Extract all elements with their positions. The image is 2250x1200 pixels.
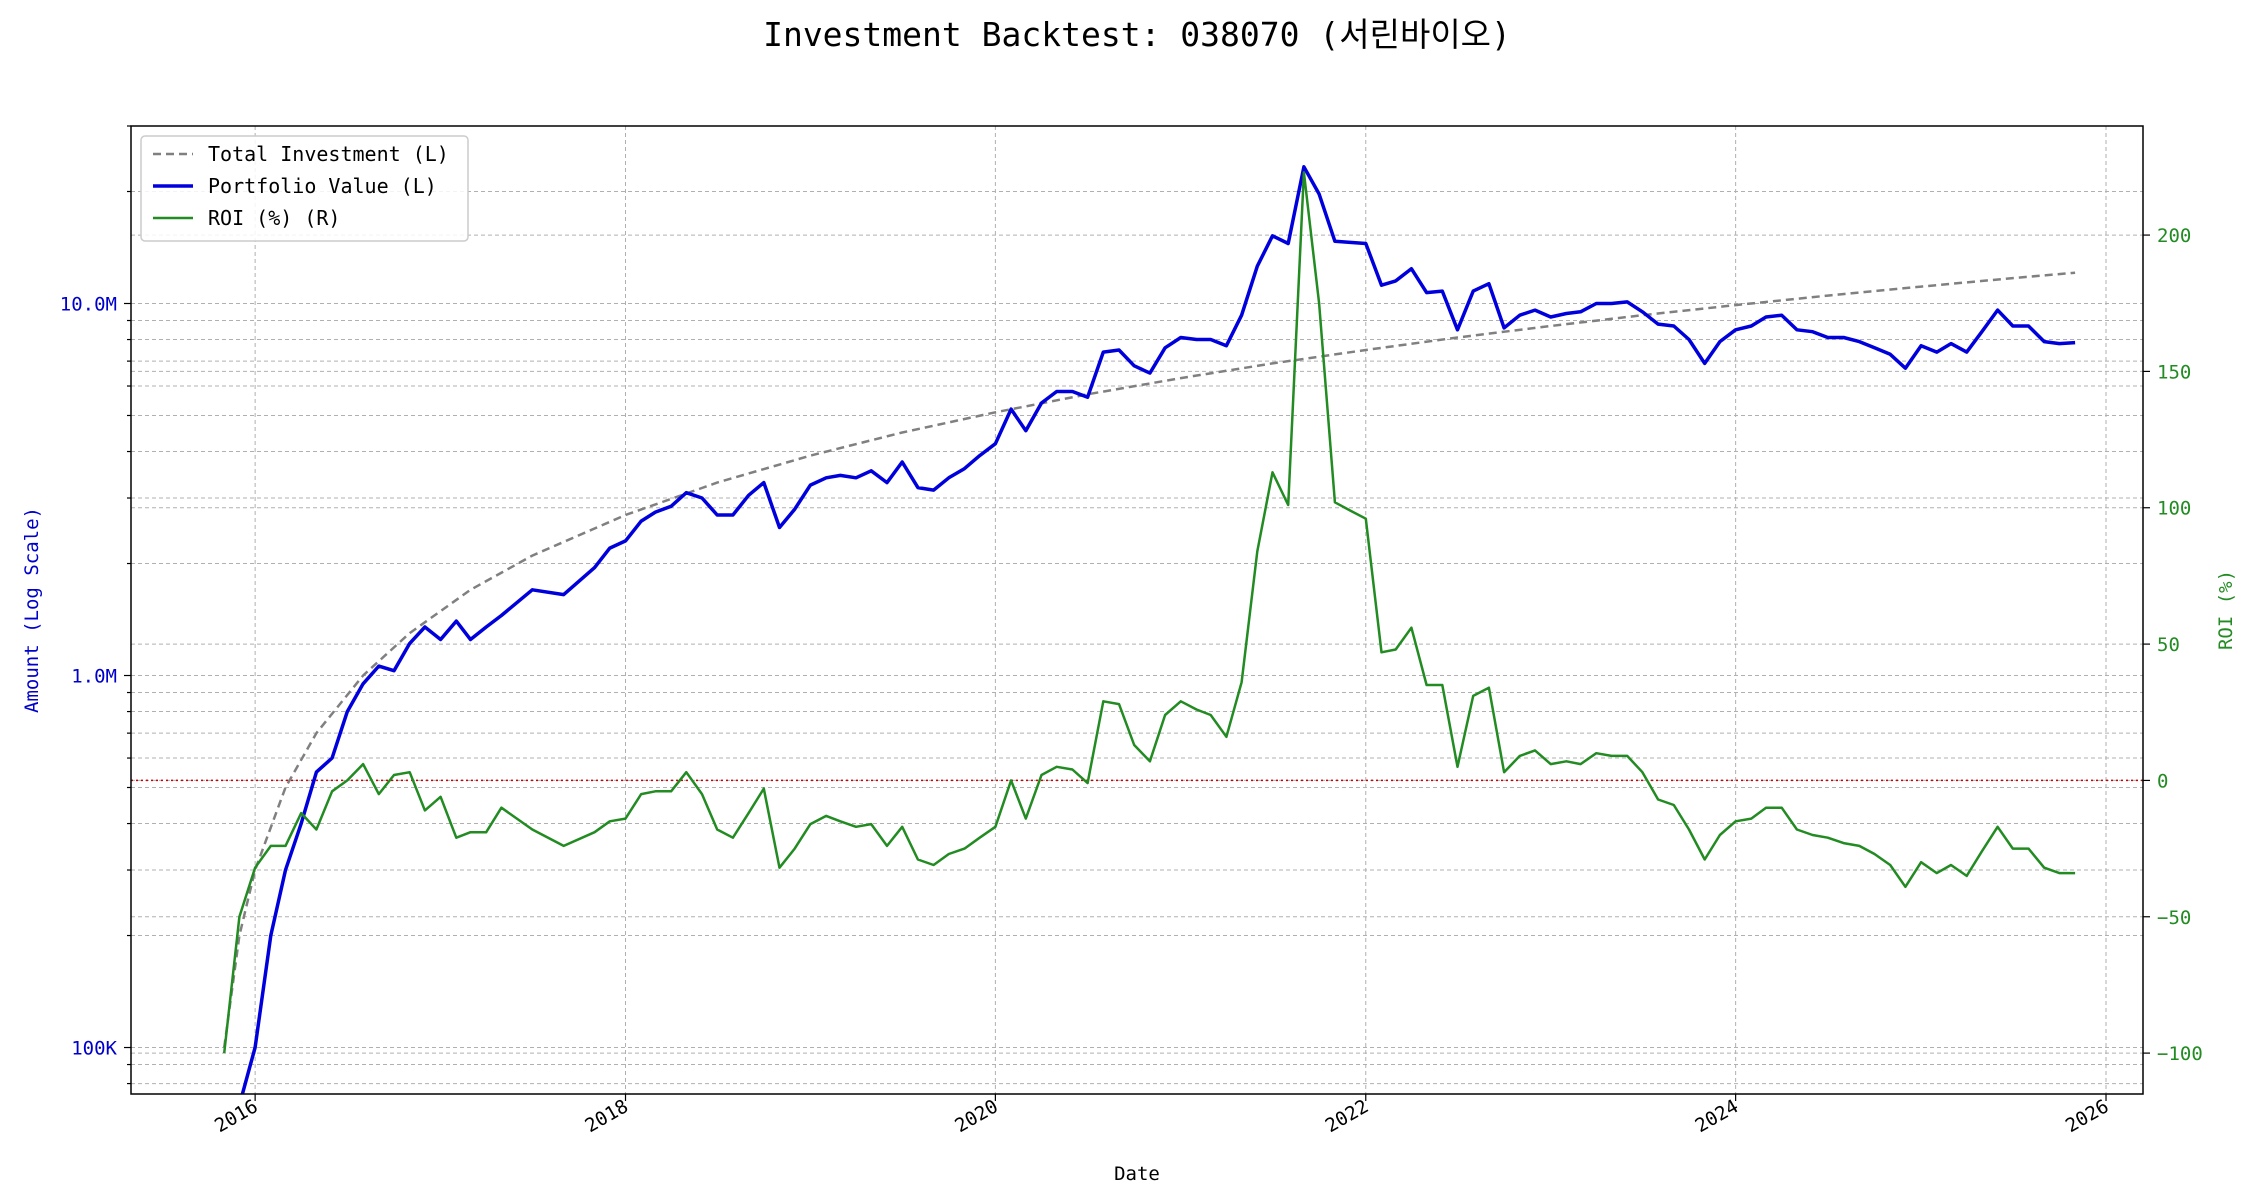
series-portfolio-value-line [240, 165, 2076, 1094]
series-roi-line [222, 171, 2076, 1054]
series-lines [222, 165, 2076, 1094]
x-tick-label: 2024 [1692, 1095, 1743, 1137]
legend-box [140, 135, 469, 242]
left-axis-label: Amount (Log Scale) [21, 507, 43, 713]
right-tick-label: 50 [2157, 634, 2180, 656]
legend-label-total-investment: Total Investment (L) [208, 142, 449, 166]
right-axis-label: ROI (%) [2215, 570, 2237, 650]
legend-label-roi: ROI (%) (R) [208, 206, 340, 230]
right-tick-label: 0 [2157, 770, 2168, 792]
x-tick-label: 2022 [1322, 1095, 1373, 1137]
left-tick-label: 1.0M [71, 666, 117, 688]
right-tick-label: −100 [2157, 1043, 2203, 1065]
x-axis-label: Date [1114, 1163, 1160, 1185]
left-tick-label: 10.0M [60, 293, 117, 315]
left-tick-label: 100K [71, 1038, 117, 1060]
right-tick-label: 100 [2157, 498, 2191, 520]
legend-label-portfolio-value: Portfolio Value (L) [208, 174, 437, 198]
series-total-investment-line [222, 271, 2076, 1048]
x-tick-label: 2018 [581, 1095, 632, 1137]
right-axis: −100 −50 0 50 100 150 200 [2143, 225, 2203, 1065]
x-tick-label: 2016 [211, 1095, 262, 1137]
right-tick-label: −50 [2157, 907, 2191, 929]
plot-area-frame [130, 125, 2144, 1095]
right-tick-label: 150 [2157, 361, 2191, 383]
left-axis: 100K 1.0M 10.0M [60, 125, 131, 1085]
grid-lines [131, 125, 2143, 1094]
x-tick-label: 2026 [2062, 1095, 2113, 1137]
chart-title: Investment Backtest: 038070 (서린바이오) [763, 15, 1511, 54]
x-axis: 2016 2018 2020 2022 2024 2026 [211, 1094, 2113, 1137]
legend: Total Investment (L) Portfolio Value (L)… [140, 135, 469, 242]
x-tick-label: 2020 [951, 1095, 1002, 1137]
right-tick-label: 200 [2157, 225, 2191, 247]
